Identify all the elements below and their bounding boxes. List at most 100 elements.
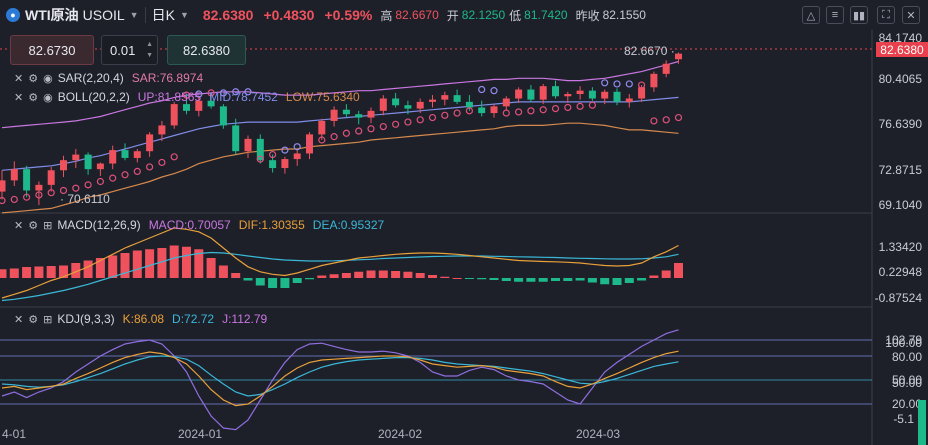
candle [121, 150, 129, 158]
settings-icon[interactable]: ⚙ [28, 219, 39, 232]
header-bar: ● WTI原油 USOIL ▼ 日K ▼ 82.6380 +0.4830 +0.… [0, 0, 928, 30]
expand-icon[interactable]: ⊞ [43, 219, 53, 232]
candle [232, 125, 240, 152]
expand-icon[interactable]: ⊞ [43, 313, 53, 326]
candle [478, 107, 486, 114]
candle [367, 110, 375, 118]
macd-bar [538, 278, 548, 282]
price-change-pct: +0.59% [324, 7, 373, 23]
kdj-d: D:72.72 [172, 312, 215, 326]
visibility-icon[interactable]: ◉ [43, 72, 53, 85]
candle [183, 104, 190, 111]
candle [355, 114, 363, 118]
sar-legend: ✕ ⚙ ◉ SAR(2,20,4) SAR:76.8974 [14, 71, 203, 85]
settings-icon[interactable]: ⚙ [28, 313, 39, 326]
candle [613, 91, 621, 102]
macd-axis-label: 1.33420 [878, 240, 922, 254]
macd-bar [661, 270, 671, 278]
close-icon[interactable]: ✕ [14, 72, 24, 85]
sar-dot [232, 88, 240, 96]
macd-bar [428, 275, 437, 278]
macd-bar [145, 249, 155, 278]
indicator-icon[interactable]: △ [802, 6, 820, 24]
candle [281, 159, 289, 169]
scroll-indicator[interactable] [918, 400, 926, 445]
sar-dot [392, 120, 400, 128]
buy-price-box[interactable]: 82.6380 [167, 35, 246, 65]
compare-icon[interactable]: ≡ [826, 6, 844, 24]
symbol-dropdown-icon[interactable]: ▼ [129, 10, 139, 20]
close-icon[interactable]: ✕ [14, 313, 24, 326]
candle [244, 138, 252, 152]
sar-dot [256, 155, 264, 163]
timeframe-dropdown-icon[interactable]: ▼ [179, 10, 189, 20]
macd-bar [489, 278, 499, 280]
candle [219, 106, 227, 126]
sar-dot [588, 101, 597, 109]
candle [146, 134, 154, 152]
candle [96, 163, 104, 170]
candle [306, 134, 313, 154]
high-value: 82.6670 [395, 8, 439, 22]
boll-low: LOW:75.6340 [285, 90, 360, 104]
sar-dot [146, 163, 154, 171]
symbol-code[interactable]: USOIL [82, 7, 125, 23]
macd-bar [366, 270, 376, 278]
macd-bar [317, 275, 327, 278]
macd-bar [551, 278, 560, 281]
candle [527, 89, 535, 100]
sar-dot [0, 196, 6, 205]
close-icon[interactable]: ✕ [14, 219, 24, 232]
candle [564, 94, 572, 97]
sar-dot [195, 90, 203, 98]
macd-bar [563, 278, 573, 281]
macd-bar [477, 278, 487, 280]
candle [10, 169, 18, 181]
sar-dot [158, 158, 166, 167]
macd-bar [329, 274, 339, 278]
kdj-axis-label: 100.00 [885, 336, 922, 350]
macd-bar [108, 255, 118, 278]
macd-bar [182, 246, 191, 278]
settings-icon[interactable]: ⚙ [28, 91, 39, 104]
fullscreen-icon[interactable]: ⛶ [877, 6, 895, 24]
candle [515, 89, 523, 99]
sar-value: SAR:76.8974 [131, 71, 204, 85]
timeframe-select[interactable]: 日K [151, 7, 175, 23]
candle [47, 170, 55, 185]
sar-dot [379, 122, 387, 131]
lot-size-input[interactable]: 0.01 ▲ ▼ [101, 35, 158, 65]
candle [404, 105, 412, 109]
symbol-name[interactable]: WTI原油 [25, 7, 79, 23]
candle [35, 184, 43, 191]
macd-bar [464, 278, 474, 279]
macd-bar [218, 265, 228, 278]
sar-dot [355, 127, 363, 135]
macd-bar [514, 278, 524, 282]
settings-icon[interactable]: ⚙ [28, 72, 39, 85]
candle [256, 138, 264, 161]
macd-bar [341, 273, 351, 278]
visibility-icon[interactable]: ◉ [43, 91, 53, 104]
sar-dot [625, 80, 633, 88]
macd-bar [83, 260, 93, 278]
sell-price-box[interactable]: 82.6730 [10, 35, 94, 65]
sar-dot [342, 129, 350, 137]
lot-stepper-icon[interactable]: ▲ ▼ [146, 41, 153, 59]
price-axis-label: 72.8715 [878, 163, 922, 177]
close-icon[interactable]: ✕ [902, 6, 920, 24]
candle [416, 101, 424, 109]
macd-bar [9, 268, 19, 278]
macd-bar [600, 278, 610, 285]
high-marker: 82.6670 · [624, 44, 675, 58]
candle-style-icon[interactable]: ▮▮ [850, 6, 868, 24]
macd-bar [624, 278, 634, 283]
close-icon[interactable]: ✕ [14, 91, 24, 104]
macd-bar [587, 278, 597, 283]
price-axis-label: 69.1040 [878, 198, 922, 212]
instrument-logo-icon: ● [6, 8, 20, 22]
sar-dot [465, 107, 473, 115]
macd-bar [649, 275, 659, 278]
candle [293, 153, 301, 160]
